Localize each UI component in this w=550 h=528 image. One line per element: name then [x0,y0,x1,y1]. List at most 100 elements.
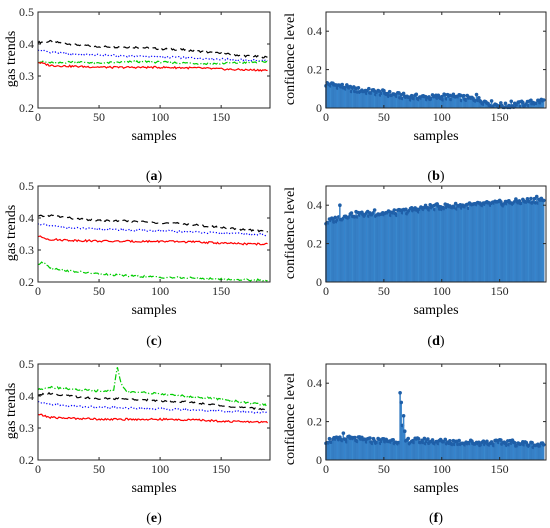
bar [361,212,363,283]
bar [424,443,427,461]
bar [527,445,530,461]
bar [397,443,399,461]
bar [538,445,540,461]
bar [328,84,331,109]
bar [458,205,460,283]
bar [448,206,450,283]
bar [416,209,419,283]
series-dotted-line [37,223,268,237]
y-tick-label: 0.3 [19,243,34,257]
bar [464,206,466,283]
bar [390,215,392,283]
bar [426,441,428,461]
bar-marker [534,194,539,199]
bar [498,200,501,283]
bar [394,213,397,283]
bar [479,445,481,461]
bar [463,206,465,283]
bar [347,86,349,109]
bar [423,438,426,461]
y-tick-label: 0 [316,275,322,289]
bar [476,443,479,461]
bar [507,201,509,283]
bar [457,205,459,283]
bar [443,208,445,283]
ylabel-f: confidence level [283,373,298,465]
bar [502,442,504,461]
bar [473,203,475,283]
xlabel-f: samples [413,481,458,496]
bar [400,402,402,461]
bar [350,437,353,461]
bar [429,204,431,283]
bar [399,209,401,283]
bar-marker [443,437,448,442]
bar [334,217,336,283]
ylabel-e: gas trends [4,383,19,439]
bar [448,443,450,461]
bar [369,212,371,283]
bar [424,205,427,283]
bar [357,212,360,283]
bar-marker [392,208,397,212]
bar [340,219,342,283]
bar-marker [333,215,338,220]
bar [483,444,486,461]
bar [438,208,441,283]
bar [340,439,342,461]
bar [495,201,497,283]
panel-a: 0 50 100 150 0.2 0.3 0.4 0.5 gas trends samples… [4,5,271,184]
bar [393,443,395,461]
bar [363,91,365,109]
bar-marker [402,429,407,434]
bar [414,207,416,283]
bar [480,204,482,283]
bar-marker [430,438,435,442]
bar [384,213,386,283]
x-tick-label: 150 [491,284,509,298]
bar [366,90,369,109]
axes-box [325,11,547,109]
series-solid-line [37,235,268,246]
axes-box [37,363,271,461]
bar [385,212,387,283]
bar [339,85,341,109]
bar [326,222,328,283]
bar [524,201,526,283]
bar [422,209,424,283]
bar [384,441,386,461]
bar [405,209,407,283]
bar [387,210,390,283]
bar-marker [474,92,479,97]
bar [523,444,525,461]
bar [379,443,382,461]
series-dashed-line [37,39,268,59]
bar [497,201,500,283]
x-tick-label: 0 [323,110,329,124]
plot-area-f: 0 50 100 150 0 0.2 0.4 [307,363,547,476]
bar [401,212,404,283]
bar [408,443,411,461]
bar [532,201,534,283]
x-tick-label: 100 [151,110,169,124]
bar [397,210,399,283]
bar [494,201,496,283]
bar [360,212,362,283]
bar [488,444,490,461]
bar [516,445,518,461]
bar [451,444,453,461]
bar [386,441,389,461]
bar [382,438,384,461]
bar-marker [367,86,371,91]
y-tick-label: 0.5 [19,179,34,193]
bar [444,94,446,109]
x-tick-label: 150 [212,110,230,124]
bar [392,212,394,283]
bar [388,211,391,283]
bar-marker [529,98,533,103]
bar-marker [372,208,377,212]
bar [365,93,368,109]
bar [445,443,448,461]
y-tick-label: 0.2 [19,453,34,467]
